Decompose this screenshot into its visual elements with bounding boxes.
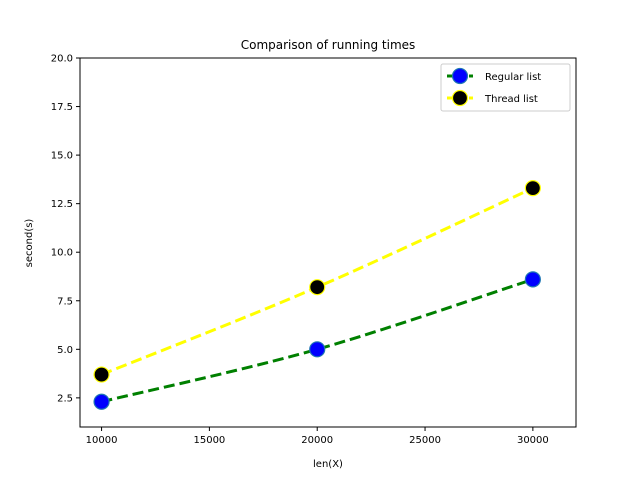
x-axis: 10000 15000 20000 25000 30000 [86,427,549,446]
y-axis-label: second(s) [24,219,35,268]
series-layer [93,180,541,410]
data-point-thread-list [309,279,326,296]
y-tick-label: 7.5 [57,296,73,307]
legend-marker-regular-list [451,67,469,85]
legend-label-regular-list: Regular list [485,72,541,83]
x-tick-label: 20000 [301,435,333,446]
x-axis-label: len(X) [313,459,343,470]
plot-area [79,57,577,428]
y-tick-label: 17.5 [51,102,73,113]
data-point-regular-list [93,393,110,410]
x-tick-label: 30000 [517,435,549,446]
chart-title: Comparison of running times [241,38,416,52]
y-tick-label: 10.0 [51,248,73,259]
data-point-thread-list [93,366,110,383]
y-axis: 2.5 5.0 7.5 10.0 12.5 15.0 17.5 20.0 [51,54,80,404]
legend-label-thread-list: Thread list [484,94,538,105]
y-tick-label: 15.0 [51,151,73,162]
legend-marker-thread-list [451,89,469,107]
data-point-regular-list [309,341,326,358]
axes-frame [79,57,577,428]
y-tick-label: 5.0 [57,345,73,356]
x-tick-label: 15000 [193,435,225,446]
y-tick-label: 20.0 [51,54,73,65]
legend-frame [440,63,571,112]
y-tick-label: 12.5 [51,199,73,210]
x-tick-label: 10000 [86,435,118,446]
x-tick-label: 25000 [409,435,441,446]
data-point-thread-list [524,180,541,197]
y-tick-label: 2.5 [57,393,73,404]
series-line-regular-list [101,277,534,404]
legend: Regular list Thread list [440,63,571,112]
data-point-regular-list [524,271,541,288]
